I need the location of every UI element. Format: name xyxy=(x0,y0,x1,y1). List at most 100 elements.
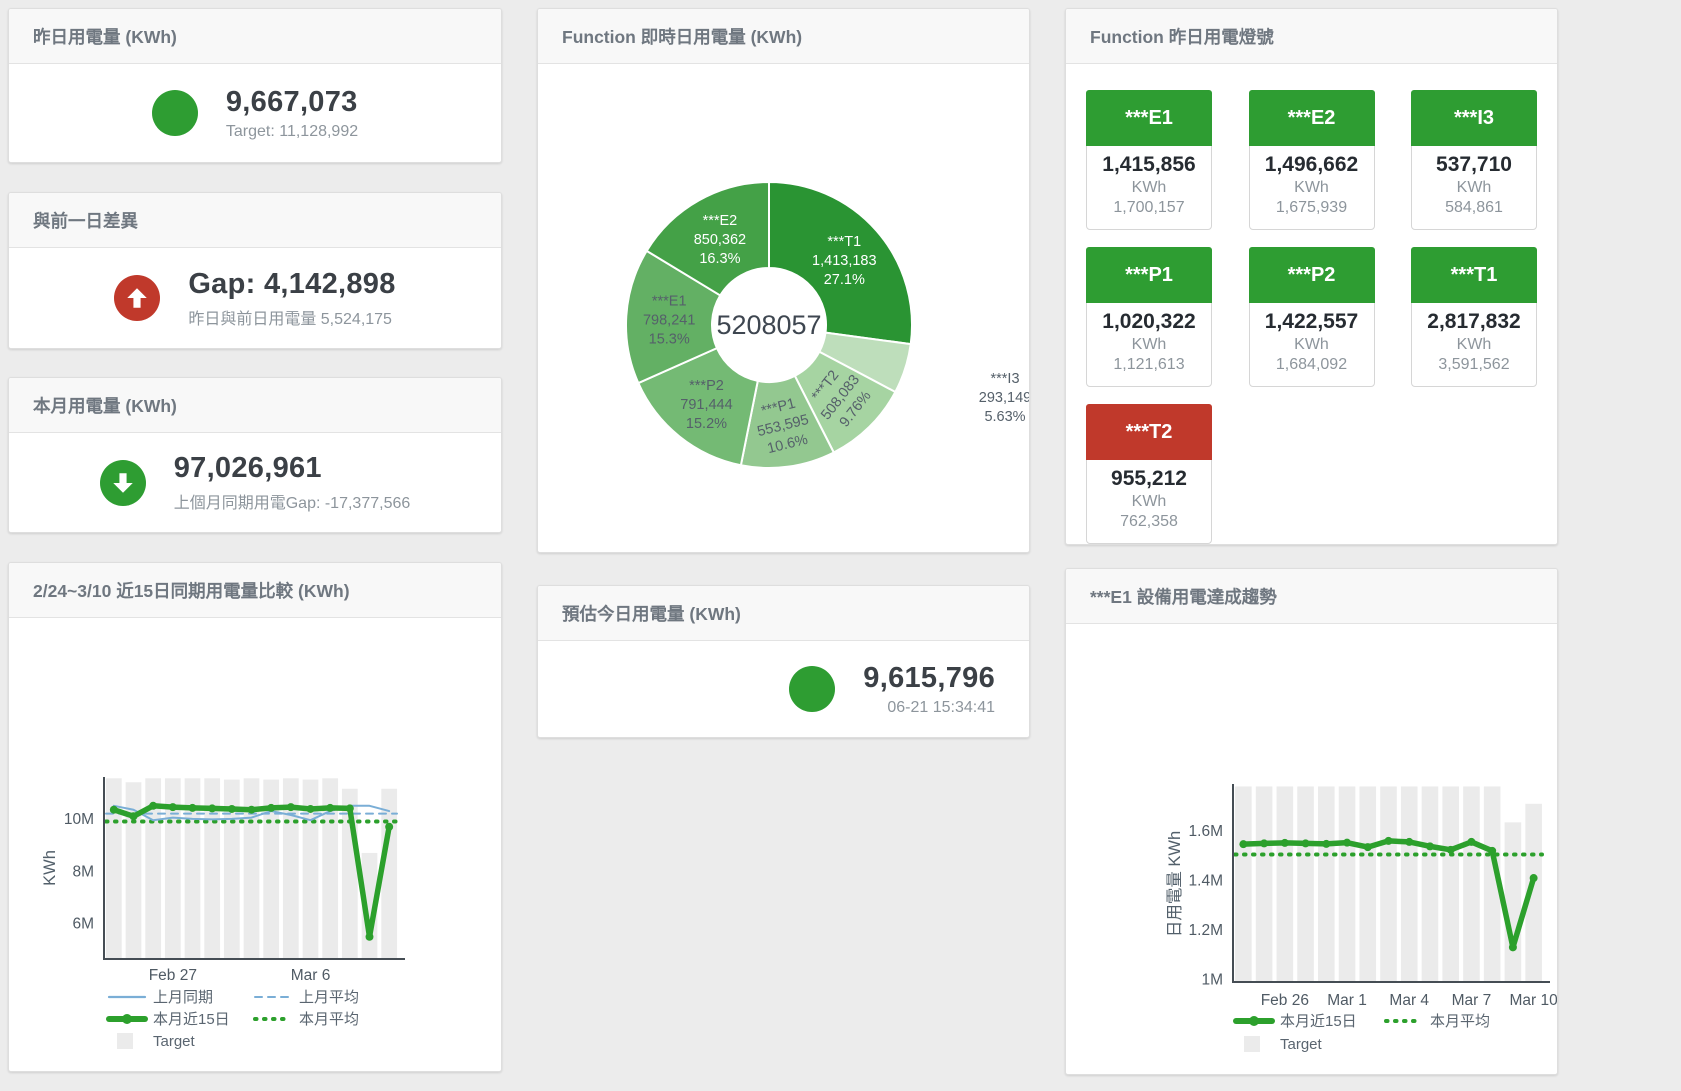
tile-title: ***T1 xyxy=(1411,247,1537,303)
svg-text:Target: Target xyxy=(1280,1036,1323,1053)
day-gap-stat: Gap: 4,142,898 昨日與前日用電量 5,524,175 xyxy=(9,248,501,348)
panel-compare-title: 2/24~3/10 近15日同期用電量比較 (KWh) xyxy=(9,563,501,618)
donut-slice-t2[interactable] xyxy=(793,350,897,454)
tile-row: ***P1 1,020,322 KWh 1,121,613 ***P2 1,422,557… xyxy=(1086,247,1537,387)
svg-text:上月同期: 上月同期 xyxy=(153,989,213,1006)
x-tick-label: Mar 7 xyxy=(1452,992,1492,1009)
tile-row: ***T2 955,212 KWh 762,358 xyxy=(1086,404,1537,544)
donut-slice-p2[interactable] xyxy=(636,346,759,467)
y-tick-label: 8M xyxy=(72,863,94,880)
donut-center-total: 5208057 xyxy=(716,310,821,340)
donut-slice-e1[interactable] xyxy=(625,249,722,385)
tile-target-value: 1,700,157 xyxy=(1113,199,1185,216)
status-tile-e1: ***E1 1,415,856 KWh 1,700,157 xyxy=(1086,90,1212,230)
status-tile-t1: ***T1 2,817,832 KWh 3,591,562 xyxy=(1411,247,1537,387)
panel-compare-chart: 2/24~3/10 近15日同期用電量比較 (KWh) 6M 8M 10M Feb 2… xyxy=(8,562,502,1072)
legend-item[interactable]: 本月近15日 xyxy=(1233,1013,1357,1030)
y-axis-title: 日用電量 KWh xyxy=(1166,831,1184,937)
y-tick-label: 6M xyxy=(72,916,94,933)
panel-month-usage: 本月用電量 (KWh) 97,026,961 上個月同期用電Gap: -17,3… xyxy=(8,377,502,533)
y-tick-label: 10M xyxy=(64,811,94,828)
column-left: 昨日用電量 (KWh) 9,667,073 Target: 11,128,992… xyxy=(8,8,502,1072)
panel-day-gap: 與前一日差異 Gap: 4,142,898 昨日與前日用電量 5,524,175 xyxy=(8,192,502,349)
legend-item[interactable]: Target xyxy=(1244,1036,1323,1053)
y-tick-label: 1.2M xyxy=(1189,922,1223,939)
tile-target-value: 584,861 xyxy=(1445,199,1503,216)
donut-chart-svg: ***T1 1,413,183 27.1%***I3 293,149 5.63%***T… xyxy=(625,180,1029,469)
status-circle-green xyxy=(151,90,198,136)
x-tick-label: Feb 27 xyxy=(149,967,197,984)
month-subtitle: 上個月同期用電Gap: -17,377,566 xyxy=(173,495,411,512)
tile-title: ***P2 xyxy=(1248,247,1375,303)
tile-target-value: 3,591,562 xyxy=(1438,356,1510,373)
tile-title: ***T2 xyxy=(1086,404,1212,460)
series-target-bars xyxy=(105,778,398,959)
legend-item[interactable]: 本月平均 xyxy=(1384,1013,1490,1030)
donut-slice-e2[interactable] xyxy=(645,180,770,297)
panel-realtime-donut: Function 即時日用電量 (KWh) ***T1 1,413,183 27.1… xyxy=(537,8,1030,553)
x-tick-label: Mar 4 xyxy=(1389,992,1429,1009)
donut-label-p2: ***P2 791,444 15.2% xyxy=(680,378,732,432)
y-tick-label: 1.6M xyxy=(1189,823,1223,840)
tile-unit: KWh xyxy=(1294,179,1329,196)
trend-chart-svg: 1M 1.2M 1.4M 1.6M Feb 26 Mar 1 Mar 4 Mar 7 Mar 1… xyxy=(1166,784,1557,1053)
day-gap-subtitle: 昨日與前日用電量 5,524,175 xyxy=(188,310,392,328)
y-tick-label: 1M xyxy=(1201,972,1223,989)
panel-yesterday-title: 昨日用電量 (KWh) xyxy=(9,9,501,64)
yesterday-value: 9,667,073 xyxy=(225,85,358,118)
legend-item[interactable]: 本月近15日 xyxy=(106,1011,230,1028)
tile-row: ***E1 1,415,856 KWh 1,700,157 ***E2 1,496,662… xyxy=(1086,90,1537,230)
compare-chart: 6M 8M 10M Feb 27 Mar 6 KWh 上月同期 上月平均 本月近15日 本月平均 T… xyxy=(9,618,501,1071)
arrow-down-icon xyxy=(99,459,146,506)
legend-item[interactable]: 本月平均 xyxy=(253,1011,359,1028)
panel-e1-trend: ***E1 設備用電達成趨勢 1M 1.2M 1.4M 1.6M Feb 26 Mar 1… xyxy=(1065,568,1558,1075)
status-tile-t2: ***T2 955,212 KWh 762,358 xyxy=(1086,404,1212,544)
tile-title: ***E2 xyxy=(1248,90,1375,146)
yesterday-target: Target: 11,128,992 xyxy=(225,122,359,140)
column-right: Function 昨日用電燈號 ***E1 1,415,856 KWh 1,700,1… xyxy=(1065,8,1558,1075)
tile-target-value: 762,358 xyxy=(1120,513,1178,530)
panel-lights-title: Function 昨日用電燈號 xyxy=(1066,9,1557,64)
status-tile-i3: ***I3 537,710 KWh 584,861 xyxy=(1411,90,1537,230)
svg-text:Target: Target xyxy=(153,1033,196,1050)
series-line xyxy=(109,801,394,941)
estimate-value: 9,615,796 xyxy=(863,661,995,694)
tile-target-value: 1,675,939 xyxy=(1275,199,1348,216)
tile-target-value: 1,121,613 xyxy=(1113,356,1185,373)
panel-day-gap-title: 與前一日差異 xyxy=(9,193,501,248)
x-tick-label: Mar 10 xyxy=(1510,992,1557,1009)
tile-title: ***P1 xyxy=(1086,247,1212,303)
tile-value: 2,817,832 xyxy=(1427,310,1521,333)
status-circle-green xyxy=(789,666,836,712)
month-stat: 97,026,961 上個月同期用電Gap: -17,377,566 xyxy=(9,433,501,532)
panel-donut-title: Function 即時日用電量 (KWh) xyxy=(538,9,1029,64)
donut-slice-p1[interactable] xyxy=(739,374,836,469)
legend-item[interactable]: 上月平均 xyxy=(254,989,359,1006)
donut-chart: ***T1 1,413,183 27.1% ***I3 293,149 5.63% ***T… xyxy=(538,64,1029,552)
series-target-bars xyxy=(1235,786,1542,982)
y-tick-label: 1.4M xyxy=(1189,873,1223,890)
panel-trend-title: ***E1 設備用電達成趨勢 xyxy=(1066,569,1557,624)
tile-unit: KWh xyxy=(1456,179,1492,196)
donut-label-e1: ***E1 798,241 15.3% xyxy=(643,294,695,348)
legend-item[interactable]: Target xyxy=(117,1033,196,1050)
panel-estimate-title: 預估今日用電量 (KWh) xyxy=(538,586,1029,641)
svg-text:本月平均: 本月平均 xyxy=(299,1011,359,1028)
tile-unit: KWh xyxy=(1131,493,1167,510)
tile-value: 955,212 xyxy=(1111,467,1187,490)
donut-slice-t1[interactable] xyxy=(768,180,913,346)
legend-item[interactable]: 上月同期 xyxy=(107,989,213,1006)
tile-unit: KWh xyxy=(1131,336,1167,353)
tile-target-value: 1,684,092 xyxy=(1275,356,1348,373)
svg-text:本月近15日: 本月近15日 xyxy=(1280,1013,1357,1030)
panel-status-lights: Function 昨日用電燈號 ***E1 1,415,856 KWh 1,700,1… xyxy=(1065,8,1558,545)
svg-text:本月近15日: 本月近15日 xyxy=(153,1011,230,1028)
column-middle: Function 即時日用電量 (KWh) ***T1 1,413,183 27.1… xyxy=(537,8,1030,738)
svg-text:本月平均: 本月平均 xyxy=(1430,1013,1490,1030)
svg-text:上月平均: 上月平均 xyxy=(299,989,359,1006)
tile-value: 1,020,322 xyxy=(1102,310,1196,333)
